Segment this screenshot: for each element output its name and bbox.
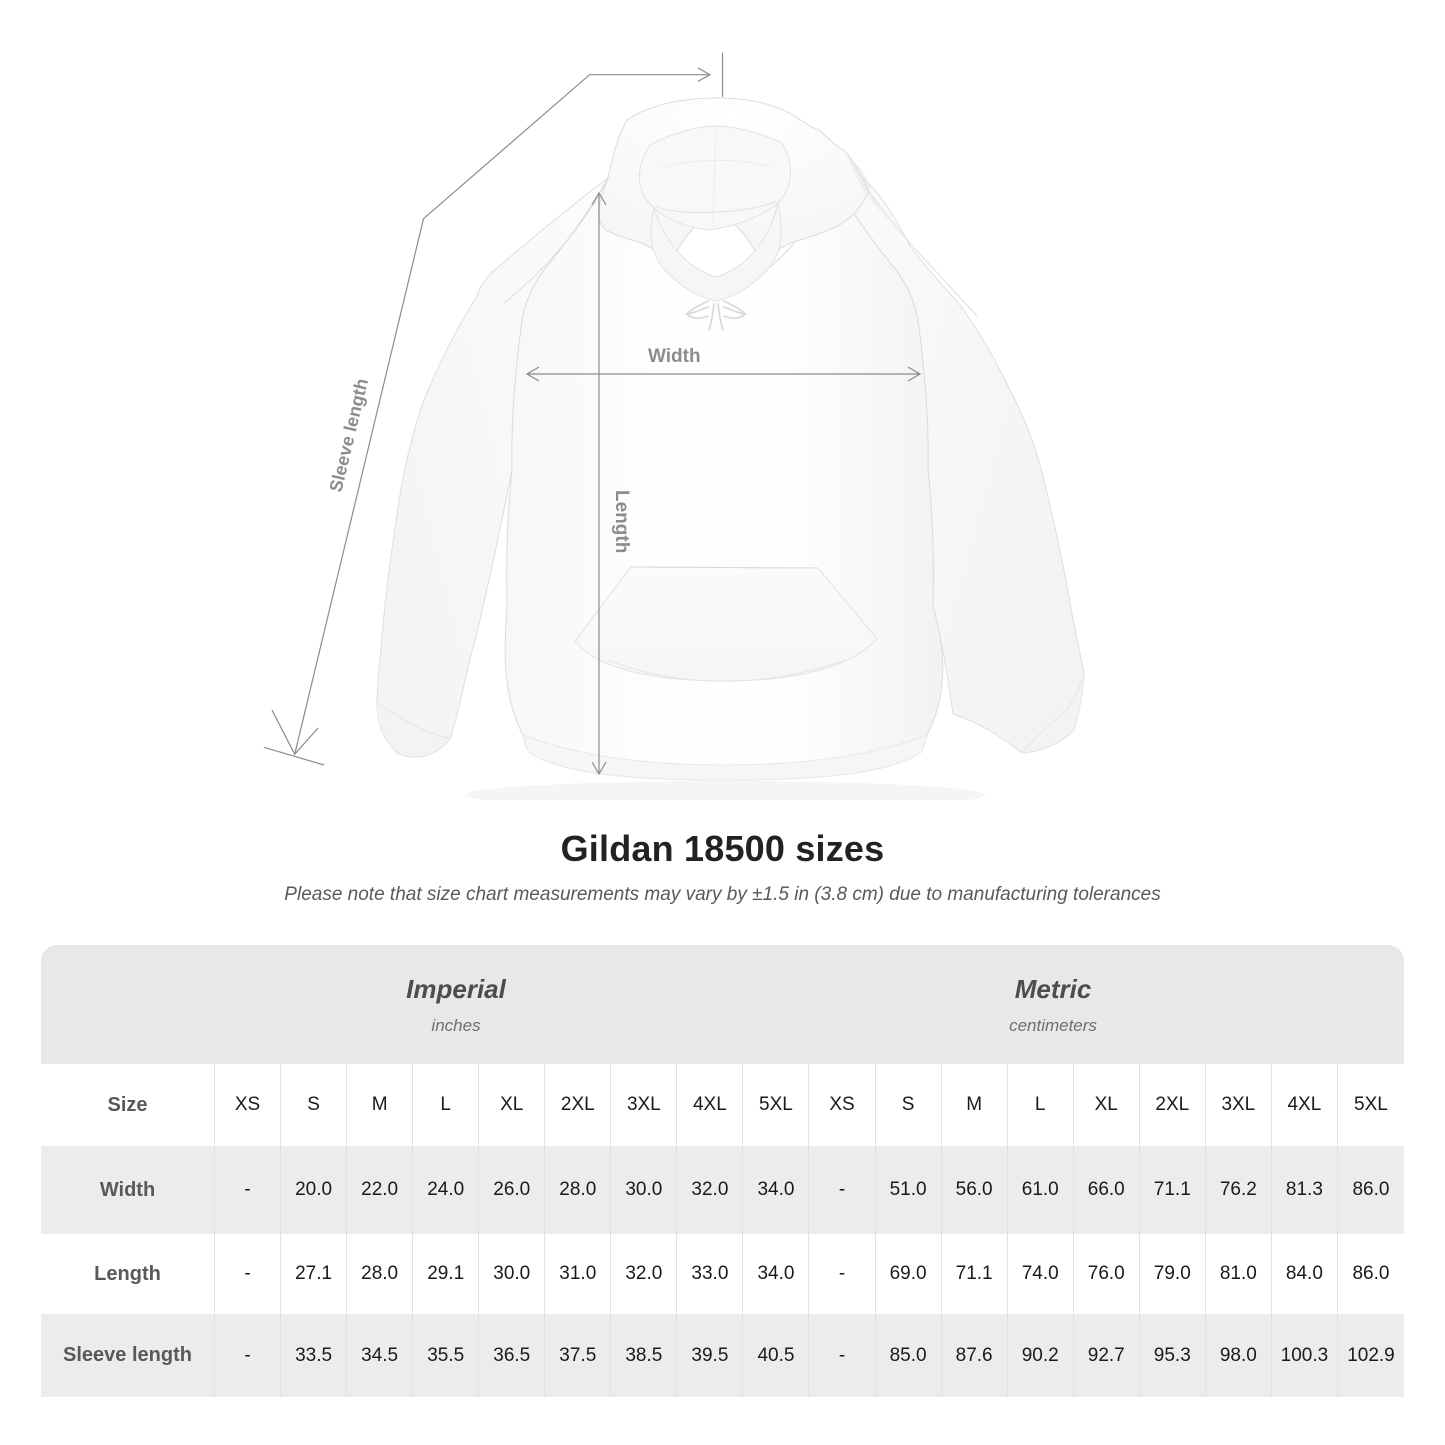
- svg-text:Sleeve length: Sleeve length: [326, 376, 373, 494]
- svg-text:Length: Length: [611, 490, 632, 553]
- svg-text:Width: Width: [648, 346, 701, 367]
